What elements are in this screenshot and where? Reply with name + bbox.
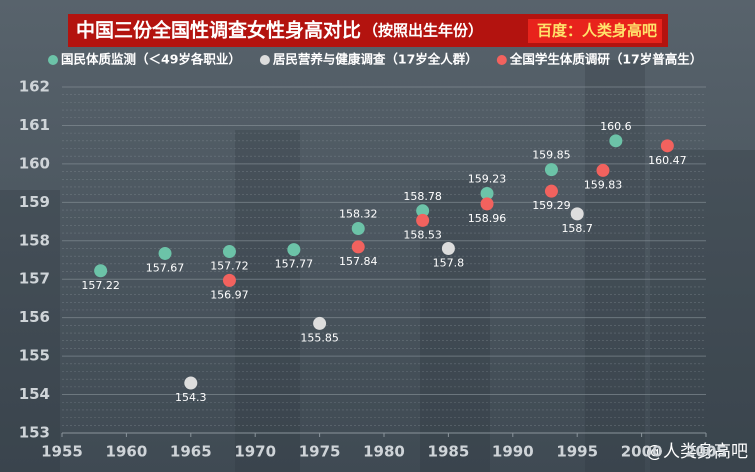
point: [158, 246, 172, 260]
data-label: 158.78: [403, 190, 442, 203]
data-label: 160.6: [600, 120, 632, 133]
x-tick-label: 1990: [492, 443, 534, 461]
x-tick-label: 1975: [299, 443, 341, 461]
y-tick-label: 158: [19, 231, 50, 249]
city-silhouette: [0, 60, 755, 472]
x-tick-label: 2000: [621, 443, 663, 461]
y-tick-label: 161: [19, 116, 50, 134]
legend-label: 全国学生体质调研（17岁普高生）: [509, 52, 702, 67]
legend-marker: [48, 55, 58, 65]
data-label: 154.3: [175, 391, 207, 404]
point: [441, 241, 455, 255]
data-label: 157.72: [210, 260, 249, 273]
data-label: 160.47: [648, 154, 687, 167]
point: [416, 213, 430, 227]
data-label: 158.96: [468, 212, 507, 225]
point: [351, 221, 365, 235]
legend-marker: [259, 55, 270, 65]
point: [544, 184, 558, 198]
y-tick-label: 157: [19, 270, 50, 288]
data-label: 157.67: [146, 261, 185, 274]
data-label: 157.84: [339, 255, 378, 268]
point: [660, 139, 674, 153]
point: [480, 197, 494, 211]
data-label: 159.83: [584, 178, 623, 191]
point: [94, 264, 108, 278]
y-tick-label: 162: [19, 78, 50, 96]
legend-marker: [496, 55, 507, 65]
badge: [528, 19, 662, 43]
y-tick-label: 153: [19, 424, 50, 442]
data-label: 158.7: [561, 222, 593, 235]
data-label: 158.53: [403, 228, 442, 241]
x-tick-label: 1970: [234, 443, 276, 461]
data-label: 159.23: [468, 172, 507, 185]
source-label: 百度：人类身高吧: [537, 22, 657, 40]
point: [544, 163, 558, 177]
y-tick-label: 155: [19, 347, 50, 365]
chart-title: 中国三份全国性调查女性身高对比: [76, 19, 361, 42]
data-label: 159.85: [532, 149, 571, 162]
x-tick-label: 2005: [685, 443, 727, 461]
y-tick-label: 154: [19, 385, 50, 403]
data-label: 157.8: [433, 256, 465, 269]
chart-subtitle: （按照出生年份）: [363, 22, 483, 40]
point: [313, 316, 327, 330]
data-label: 159.29: [532, 199, 571, 212]
y-tick-label: 156: [19, 308, 50, 326]
watermark: @人类身高吧: [646, 442, 748, 462]
point: [596, 163, 610, 177]
x-tick-label: 1965: [170, 443, 212, 461]
point: [287, 243, 301, 257]
data-label: 158.32: [339, 207, 378, 220]
point: [222, 245, 236, 259]
point: [609, 134, 623, 148]
data-label: 157.77: [275, 258, 314, 271]
point: [570, 207, 584, 221]
point: [184, 376, 198, 390]
x-tick-label: 1960: [106, 443, 148, 461]
y-tick-label: 160: [19, 154, 50, 172]
x-tick-label: 1985: [428, 443, 470, 461]
data-label: 155.85: [300, 331, 339, 344]
point: [416, 204, 430, 218]
x-tick-label: 1980: [363, 443, 405, 461]
x-tick-label: 1955: [41, 443, 83, 461]
point: [222, 273, 236, 287]
data-label: 157.22: [81, 279, 120, 292]
legend-label: 国民体质监测（＜49岁各职业）: [61, 52, 241, 67]
y-tick-label: 159: [19, 193, 50, 211]
point: [351, 240, 365, 254]
legend-label: 居民营养与健康调查（17岁全人群）: [273, 52, 478, 67]
x-tick-label: 1995: [556, 443, 598, 461]
point: [480, 186, 494, 200]
data-label: 156.97: [210, 288, 249, 301]
